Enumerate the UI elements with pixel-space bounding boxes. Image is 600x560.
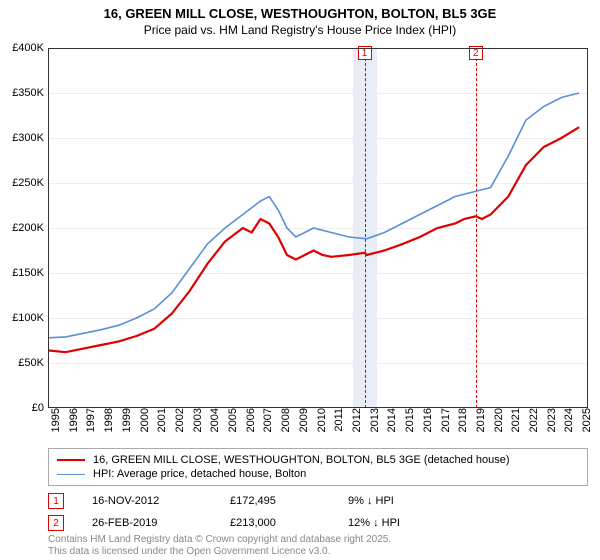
chart-title-line2: Price paid vs. HM Land Registry's House … [0,23,600,41]
x-axis-label: 2013 [367,408,381,432]
x-axis-label: 2003 [190,408,204,432]
x-axis-label: 2011 [331,408,345,432]
marker-date: 26-FEB-2019 [92,517,202,529]
marker-row: 2 26-FEB-2019 £213,000 12% ↓ HPI [48,512,588,534]
x-axis-label: 2006 [243,408,257,432]
x-axis-label: 2015 [402,408,416,432]
x-axis-label: 2014 [384,408,398,432]
credits-line2: This data is licensed under the Open Gov… [48,546,391,558]
legend-item: 16, GREEN MILL CLOSE, WESTHOUGHTON, BOLT… [57,453,579,467]
x-axis-label: 2024 [561,408,575,432]
x-axis-label: 2001 [154,408,168,432]
marker-pct: 12% ↓ HPI [348,517,458,529]
legend-item: HPI: Average price, detached house, Bolt… [57,467,579,481]
x-axis-label: 2022 [526,408,540,432]
y-axis-label: £50K [18,357,48,369]
x-axis-label: 2023 [544,408,558,432]
x-axis-label: 2021 [508,408,522,432]
x-axis-label: 2020 [491,408,505,432]
credits-line1: Contains HM Land Registry data © Crown c… [48,534,391,546]
y-axis-label: £150K [12,267,48,279]
x-axis-label: 2005 [225,408,239,432]
y-axis-label: £250K [12,177,48,189]
x-axis-label: 1996 [66,408,80,432]
plot-area: 12 £0£50K£100K£150K£200K£250K£300K£350K£… [48,48,588,408]
x-axis-label: 2025 [579,408,593,432]
x-axis-label: 1995 [48,408,62,432]
chart-title-line1: 16, GREEN MILL CLOSE, WESTHOUGHTON, BOLT… [0,0,600,23]
x-axis-label: 2007 [260,408,274,432]
x-axis-label: 2018 [455,408,469,432]
y-axis-label: £200K [12,222,48,234]
legend-label: 16, GREEN MILL CLOSE, WESTHOUGHTON, BOLT… [93,454,510,466]
x-axis-label: 2009 [296,408,310,432]
y-axis-label: £100K [12,312,48,324]
marker-id-box: 2 [48,515,64,531]
legend: 16, GREEN MILL CLOSE, WESTHOUGHTON, BOLT… [48,448,588,486]
x-axis-label: 2016 [420,408,434,432]
marker-price: £213,000 [230,517,320,529]
x-axis-label: 1999 [119,408,133,432]
y-axis-label: £400K [12,42,48,54]
x-axis-label: 2012 [349,408,363,432]
marker-row: 1 16-NOV-2012 £172,495 9% ↓ HPI [48,490,588,512]
y-axis-label: £0 [32,402,48,414]
x-axis-label: 2010 [314,408,328,432]
marker-pct: 9% ↓ HPI [348,495,458,507]
x-axis-label: 2002 [172,408,186,432]
x-axis-label: 2017 [438,408,452,432]
x-axis-label: 2004 [207,408,221,432]
markers-table: 1 16-NOV-2012 £172,495 9% ↓ HPI 2 26-FEB-2019… [48,490,588,534]
plot-border [48,48,588,408]
y-axis-label: £350K [12,87,48,99]
legend-label: HPI: Average price, detached house, Bolt… [93,468,306,480]
legend-swatch [57,474,85,475]
marker-id-box: 1 [48,493,64,509]
x-axis-label: 1998 [101,408,115,432]
marker-date: 16-NOV-2012 [92,495,202,507]
y-axis-label: £300K [12,132,48,144]
x-axis-label: 2019 [473,408,487,432]
x-axis-label: 2008 [278,408,292,432]
x-axis-label: 2000 [137,408,151,432]
legend-swatch [57,459,85,461]
x-axis-label: 1997 [83,408,97,432]
marker-price: £172,495 [230,495,320,507]
credits: Contains HM Land Registry data © Crown c… [48,534,391,558]
